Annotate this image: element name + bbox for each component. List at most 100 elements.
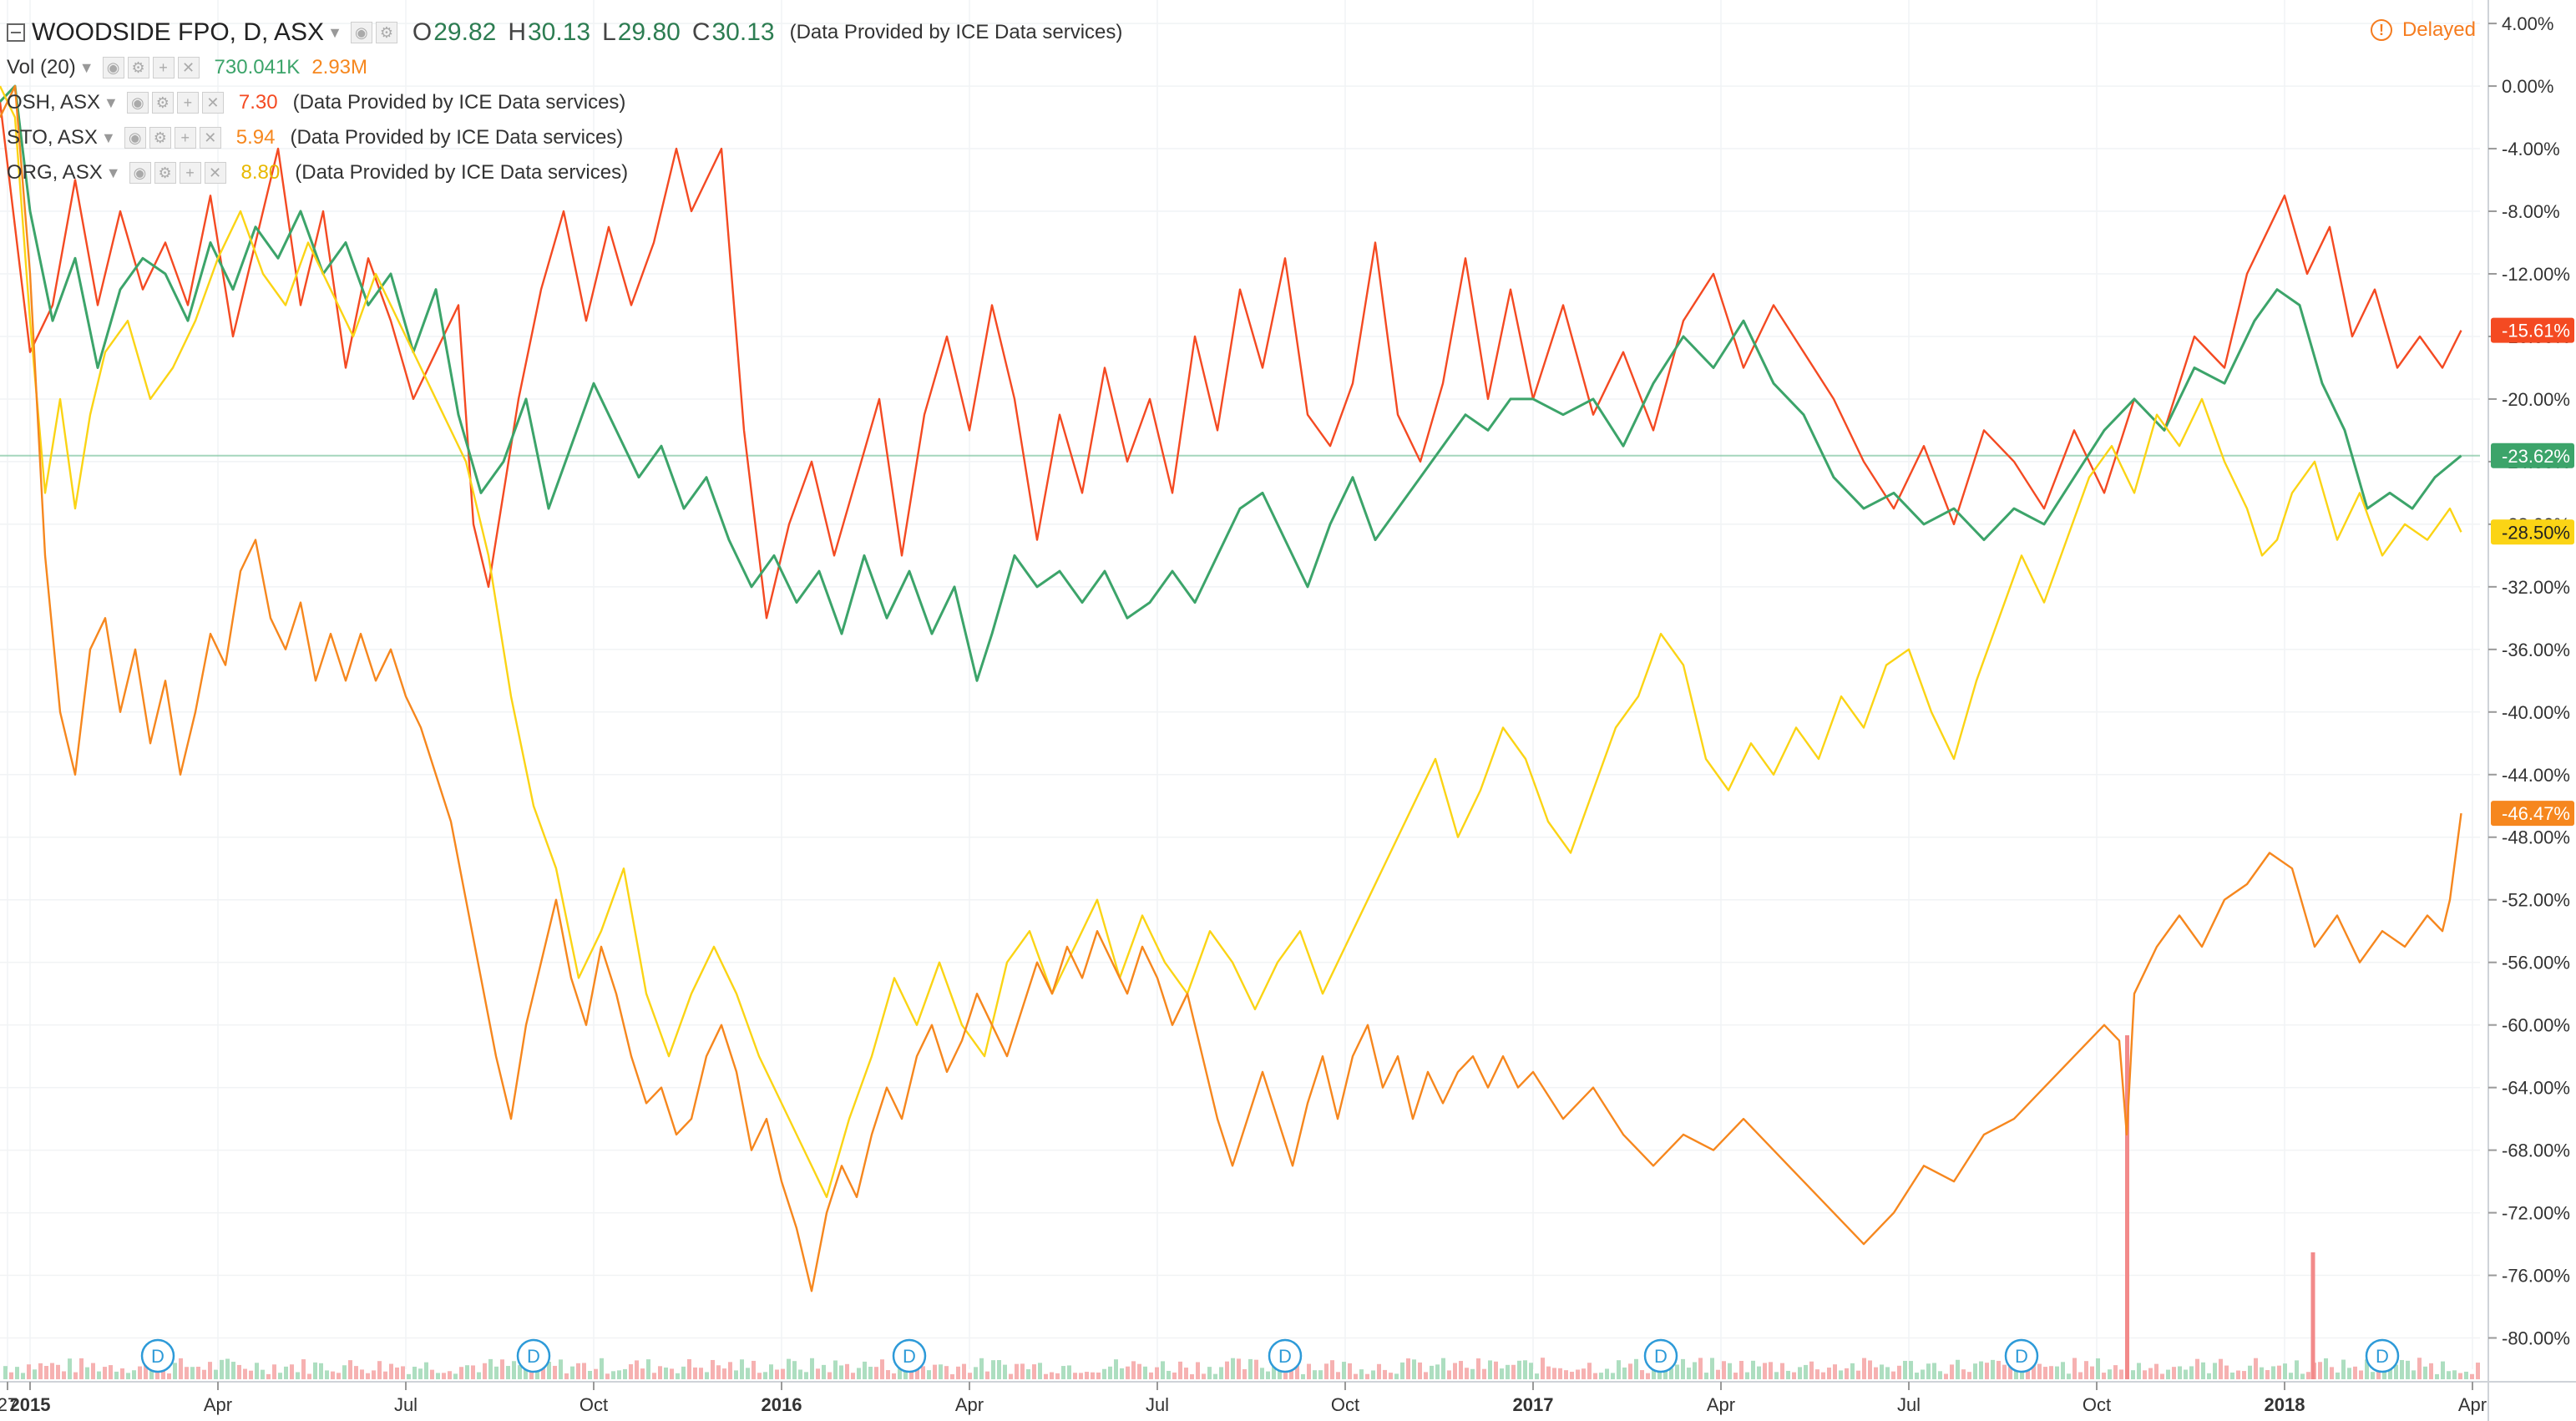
volume-bar [465, 1365, 469, 1379]
eye-icon[interactable]: ◉ [126, 92, 149, 114]
volume-bar [1447, 1370, 1451, 1379]
y-tick-label: -20.00% [2502, 389, 2570, 410]
plus-icon[interactable]: + [152, 57, 175, 78]
x-tick-label: Oct [2083, 1394, 2111, 1415]
gear-icon[interactable]: ⚙ [127, 57, 149, 78]
volume-bar [2464, 1371, 2468, 1379]
volume-bar [1950, 1364, 1954, 1379]
series-line [0, 84, 2462, 1292]
plus-icon[interactable]: + [179, 162, 201, 184]
chevron-down-icon[interactable]: ▼ [104, 94, 119, 111]
volume-bar [9, 1372, 13, 1379]
volume-label[interactable]: Vol (20) [7, 56, 76, 78]
volume-bar [1786, 1370, 1790, 1379]
volume-bar [1535, 1373, 1539, 1379]
volume-bar [1406, 1358, 1410, 1379]
volume-bar [2371, 1372, 2375, 1379]
volume-bar [2061, 1362, 2065, 1379]
symbol-title[interactable]: WOODSIDE FPO, D, ASX [32, 18, 325, 46]
compare-label[interactable]: ORG, ASX [7, 161, 103, 184]
x-tick-label: Jul [1146, 1394, 1169, 1415]
volume-bar [2213, 1363, 2217, 1379]
volume-bar [1313, 1370, 1317, 1379]
volume-bar [453, 1373, 458, 1379]
gear-icon[interactable]: ⚙ [149, 127, 171, 149]
volume-bar [1985, 1363, 1989, 1379]
volume-bar [231, 1362, 235, 1379]
volume-bar [389, 1363, 393, 1379]
eye-icon[interactable]: ◉ [102, 57, 124, 78]
eye-icon[interactable]: ◉ [350, 22, 372, 43]
volume-bar [2219, 1358, 2223, 1379]
eye-icon[interactable]: ◉ [124, 127, 146, 149]
chevron-down-icon[interactable]: ▼ [78, 58, 94, 76]
chevron-down-icon[interactable]: ▼ [100, 129, 116, 146]
volume-bar [1611, 1373, 1615, 1379]
volume-bar [1465, 1368, 1469, 1379]
plus-icon[interactable]: + [174, 127, 196, 149]
volume-bar [1681, 1358, 1685, 1379]
chevron-down-icon[interactable]: ▼ [327, 23, 342, 41]
volume-bar [2310, 1252, 2315, 1379]
series-line [0, 84, 2462, 682]
volume-bar [1938, 1371, 1942, 1379]
collapse-legend-button[interactable] [7, 23, 25, 42]
eye-icon[interactable]: ◉ [129, 162, 151, 184]
volume-bar [483, 1363, 487, 1379]
volume-bar [1318, 1370, 1323, 1379]
volume-bar [664, 1367, 668, 1379]
dividend-marker [1643, 1338, 1678, 1373]
last-value-badge [2491, 442, 2574, 468]
last-value-label: -23.62% [2502, 446, 2570, 467]
volume-bar [1278, 1368, 1282, 1379]
x-tick-label: Oct [579, 1394, 608, 1415]
gear-icon[interactable]: ⚙ [154, 162, 176, 184]
volume-bar [1038, 1363, 1042, 1379]
volume-bar [640, 1368, 645, 1379]
volume-bar [822, 1364, 826, 1379]
volume-bar [787, 1358, 791, 1379]
last-value-badge [2491, 317, 2574, 343]
volume-bar [1622, 1367, 1627, 1379]
volume-bar [2400, 1359, 2404, 1379]
volume-bar [2365, 1359, 2369, 1379]
gear-icon[interactable]: ⚙ [151, 92, 174, 114]
compare-label[interactable]: OSH, ASX [7, 91, 101, 114]
volume-bar [1728, 1363, 1732, 1379]
volume-bar [512, 1361, 516, 1379]
volume-bar [1377, 1363, 1381, 1379]
volume-bar [629, 1364, 633, 1379]
close-icon[interactable]: ✕ [201, 92, 224, 114]
volume-bar [1231, 1358, 1235, 1379]
grid [0, 0, 2480, 1369]
volume-bar [623, 1368, 627, 1379]
volume-bar [611, 1371, 615, 1379]
volume-bar [2055, 1366, 2059, 1379]
gear-icon[interactable]: ⚙ [375, 22, 397, 43]
close-icon[interactable]: ✕ [204, 162, 226, 184]
volume-bar [857, 1368, 861, 1379]
volume-bar [1055, 1373, 1060, 1379]
volume-bar [1856, 1370, 1860, 1379]
dividend-marker-label: D [151, 1346, 164, 1367]
volume-bar [2090, 1366, 2094, 1379]
volume-bar [559, 1359, 563, 1379]
chevron-down-icon[interactable]: ▼ [105, 164, 121, 181]
volume-bar [412, 1366, 417, 1379]
last-value-label: -46.47% [2502, 803, 2570, 824]
plus-icon[interactable]: + [176, 92, 199, 114]
y-tick-label: -60.00% [2502, 1015, 2570, 1036]
volume-bar [2283, 1363, 2287, 1379]
volume-bar [1932, 1363, 1936, 1379]
volume-bar [500, 1359, 504, 1379]
delayed-indicator[interactable]: ! Delayed [2370, 18, 2476, 42]
volume-bar [1733, 1373, 1738, 1379]
close-icon[interactable]: ✕ [199, 127, 221, 149]
volume-bar [97, 1371, 101, 1379]
compare-label[interactable]: STO, ASX [7, 126, 98, 149]
close-icon[interactable]: ✕ [177, 57, 200, 78]
volume-bar [1324, 1363, 1328, 1379]
volume-bar [1880, 1364, 1884, 1379]
